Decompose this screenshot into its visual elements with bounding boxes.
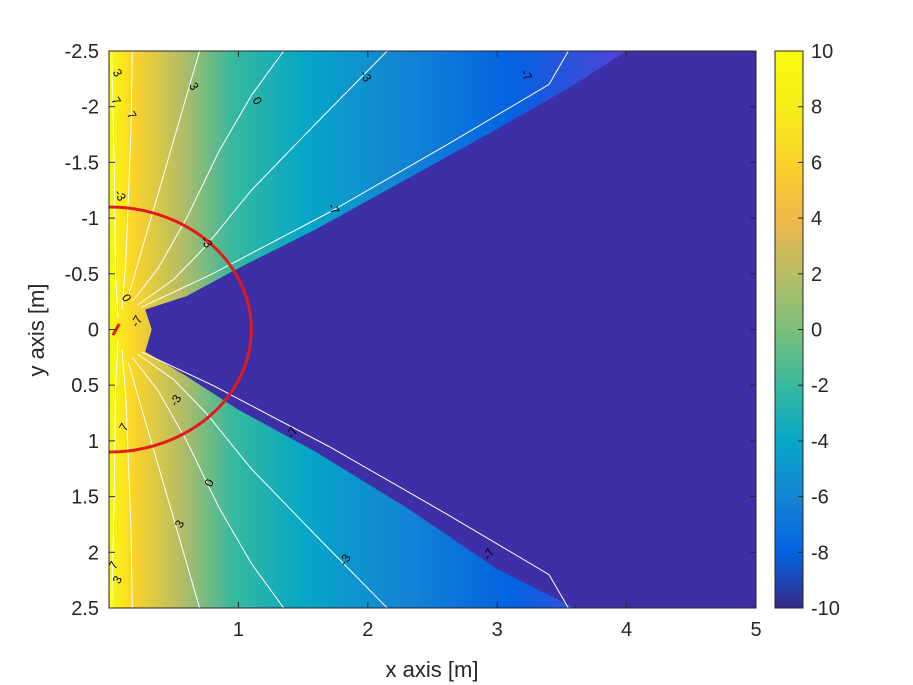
y-tick-label: -2.5 bbox=[65, 41, 99, 63]
contour-line-bottom--7 bbox=[141, 351, 569, 608]
colorbar-tick-label: -6 bbox=[811, 487, 829, 509]
y-tick-label: 1.5 bbox=[71, 487, 99, 509]
colorbar-tick-label: 10 bbox=[811, 41, 833, 63]
y-tick-label: 1 bbox=[88, 431, 99, 453]
x-tick-label: 3 bbox=[492, 619, 503, 641]
colorbar-tick-label: 2 bbox=[811, 264, 822, 286]
contour-lines bbox=[111, 51, 569, 608]
contour-line-bottom--3 bbox=[137, 353, 388, 608]
contour-line-top-7 bbox=[121, 51, 133, 310]
x-axis: 1 2 3 4 5 bbox=[233, 51, 762, 641]
heatmap-field bbox=[109, 51, 756, 608]
colorbar-tick-label: 8 bbox=[811, 97, 822, 119]
colorbar-tick-label: 0 bbox=[811, 320, 822, 342]
colorbar-tick-label: -10 bbox=[811, 598, 840, 620]
contour-line-top--3 bbox=[137, 51, 388, 306]
y-tick-label: 2 bbox=[88, 542, 99, 564]
y-tick-label: 0 bbox=[88, 320, 99, 342]
y-tick-label: 0.5 bbox=[71, 375, 99, 397]
y-tick-label: -1.5 bbox=[65, 152, 99, 174]
overlay-circle-layer bbox=[109, 205, 253, 454]
contour-line-top--7 bbox=[141, 51, 569, 308]
colorbar-tick-label: 6 bbox=[811, 152, 822, 174]
colorbar-tick-label: -8 bbox=[811, 542, 829, 564]
contour-line-top-3 bbox=[127, 51, 201, 297]
x-axis-label: x axis [m] bbox=[386, 657, 479, 682]
contour-line-bottom-0 bbox=[131, 357, 285, 608]
y-axis: -2.5 -2 -1.5 -1 -0.5 0 0.5 1 1.5 2 2.5 bbox=[65, 41, 756, 620]
low-value-region bbox=[145, 51, 756, 608]
y-tick-label: -2 bbox=[81, 97, 99, 119]
source-marker bbox=[111, 323, 121, 336]
x-tick-label: 4 bbox=[621, 619, 632, 641]
colorbar: 10 8 6 4 2 0 -2 -4 -6 -8 -10 bbox=[774, 41, 840, 620]
y-axis-label: y axis [m] bbox=[24, 284, 49, 377]
contour-line-top-0 bbox=[131, 51, 285, 302]
contour-line-bottom-7 bbox=[121, 349, 133, 608]
x-tick-label: 5 bbox=[750, 619, 761, 641]
y-tick-label: -0.5 bbox=[65, 264, 99, 286]
contour-line-bottom-3 bbox=[127, 362, 201, 608]
colorbar-tick-label: -2 bbox=[811, 375, 829, 397]
x-tick-label: 1 bbox=[233, 619, 244, 641]
y-tick-label: 2.5 bbox=[71, 598, 99, 620]
x-tick-label: 2 bbox=[362, 619, 373, 641]
colorbar-tick-label: 4 bbox=[811, 208, 822, 230]
overlay-circle bbox=[109, 205, 253, 454]
colorbar-tick-label: -4 bbox=[811, 431, 829, 453]
y-tick-label: -1 bbox=[81, 208, 99, 230]
